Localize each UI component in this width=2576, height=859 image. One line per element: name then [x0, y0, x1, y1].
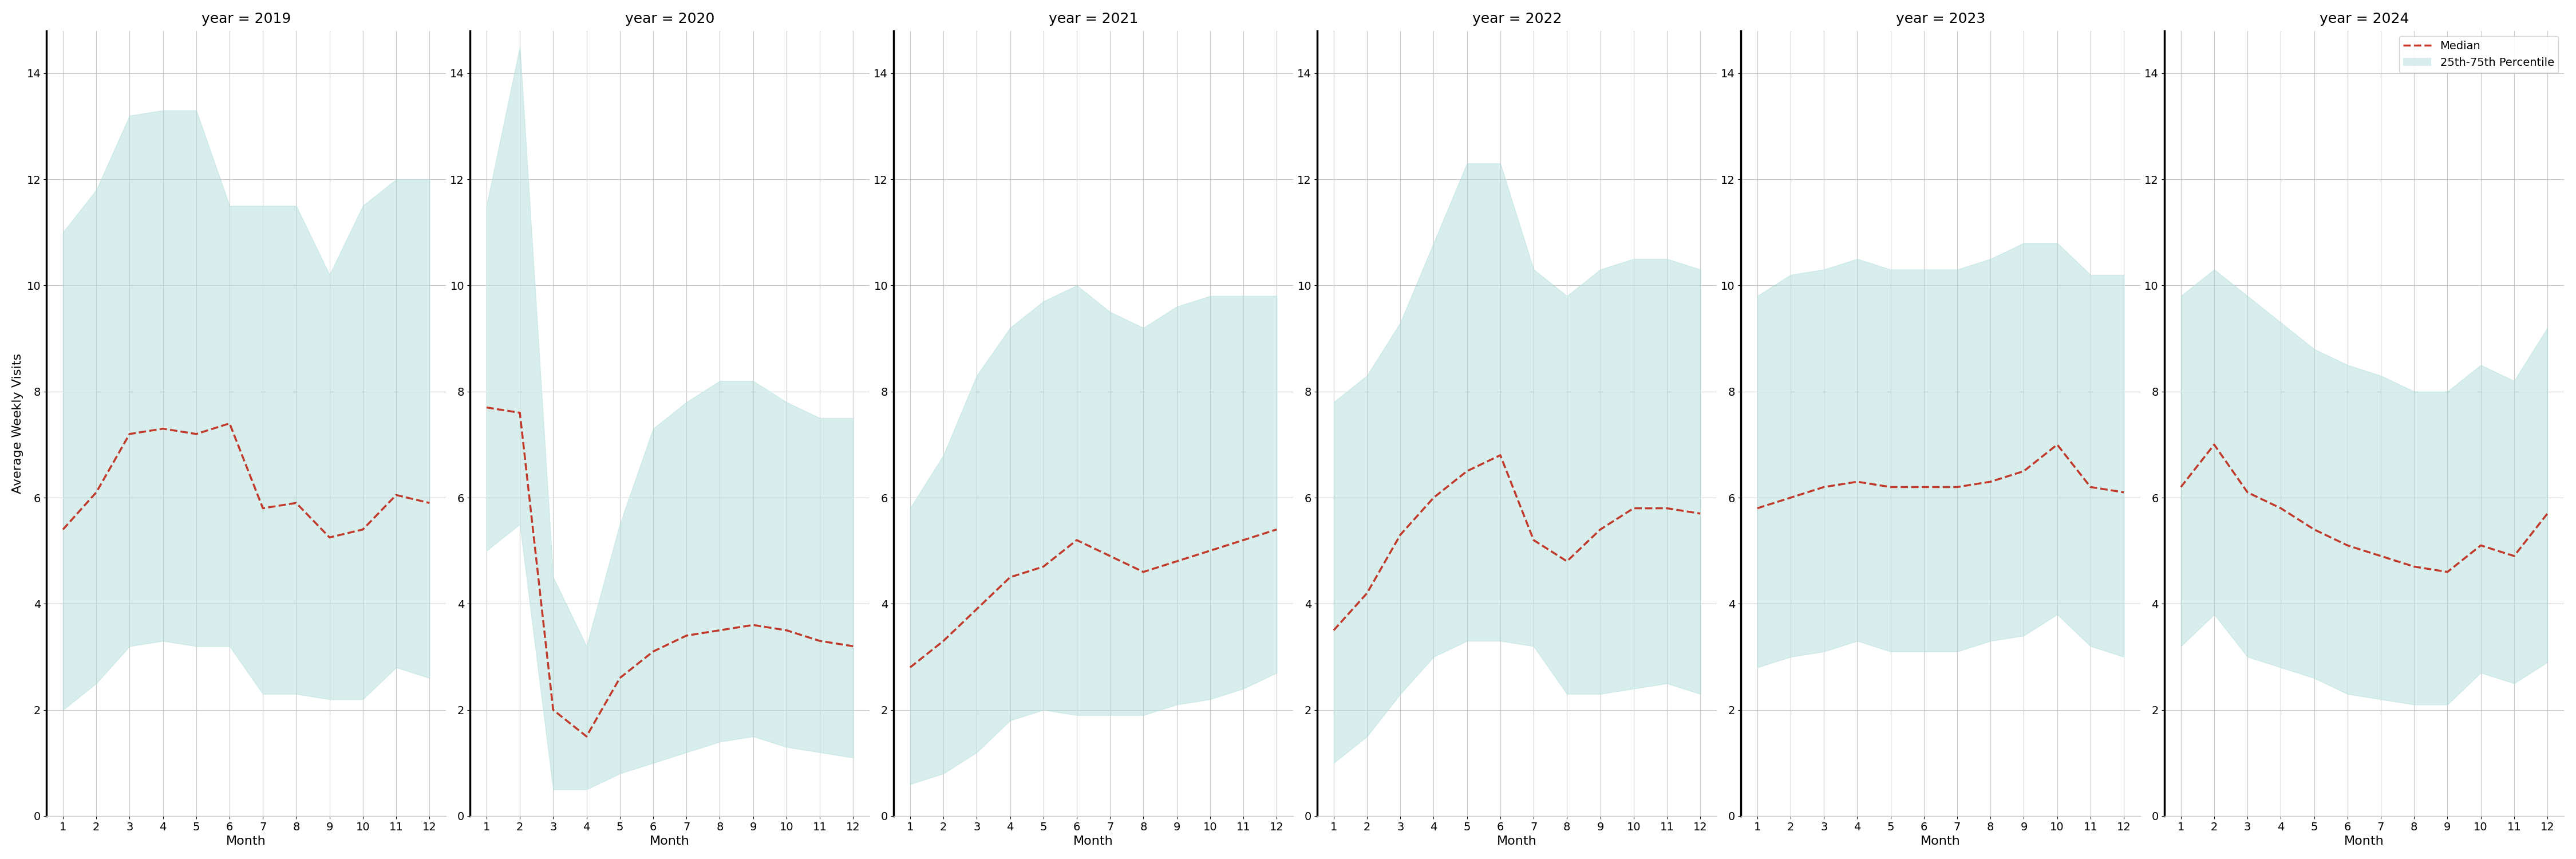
Line: Median: Median	[487, 407, 853, 736]
Line: Median: Median	[1757, 445, 2123, 509]
Median	[1584, 524, 1615, 534]
Line: Median: Median	[62, 423, 430, 538]
Median	[180, 429, 211, 439]
Line: Median: Median	[1334, 455, 1700, 631]
Median	[147, 423, 178, 434]
Median	[961, 604, 992, 614]
Median	[1419, 492, 1450, 503]
Median	[994, 572, 1025, 582]
Median	[1741, 503, 1772, 514]
Median	[113, 429, 144, 439]
Title: year = 2024: year = 2024	[2318, 12, 2409, 26]
Line: Median: Median	[2182, 445, 2548, 572]
Median	[1976, 477, 2007, 487]
Median	[1685, 509, 1716, 519]
Title: year = 2023: year = 2023	[1896, 12, 1986, 26]
Median	[381, 490, 412, 500]
Median	[639, 646, 670, 656]
Median	[2200, 440, 2231, 450]
Median	[572, 731, 603, 741]
Median	[1028, 562, 1059, 572]
Median	[471, 402, 502, 412]
Title: year = 2021: year = 2021	[1048, 12, 1139, 26]
Median	[2365, 551, 2396, 561]
Y-axis label: Average Weekly Visits: Average Weekly Visits	[13, 353, 23, 494]
Median	[927, 636, 958, 646]
Median	[1618, 503, 1649, 514]
Median	[1808, 482, 1839, 492]
Median	[1842, 477, 1873, 487]
Median	[1909, 482, 1940, 492]
X-axis label: Month: Month	[2344, 836, 2385, 847]
Line: Median: Median	[909, 529, 1278, 667]
Median	[2076, 482, 2107, 492]
Median	[703, 625, 734, 636]
Median	[2009, 466, 2040, 476]
Median	[1095, 551, 1126, 561]
X-axis label: Month: Month	[1497, 836, 1538, 847]
Median	[770, 625, 801, 636]
Median	[1775, 492, 1806, 503]
Median	[1319, 625, 1350, 636]
X-axis label: Month: Month	[1074, 836, 1113, 847]
X-axis label: Month: Month	[227, 836, 265, 847]
Median	[214, 418, 245, 429]
Median	[1551, 556, 1582, 566]
Median	[1352, 588, 1383, 599]
Median	[605, 673, 636, 683]
Median	[348, 524, 379, 534]
Median	[2298, 524, 2329, 534]
Median	[2499, 551, 2530, 561]
Median	[837, 641, 868, 651]
Median	[2264, 503, 2295, 514]
Median	[46, 524, 77, 534]
Median	[1128, 567, 1159, 577]
Median	[2532, 509, 2563, 519]
Median	[1229, 535, 1260, 545]
Median	[80, 487, 111, 497]
Title: year = 2020: year = 2020	[626, 12, 714, 26]
Median	[1484, 450, 1515, 460]
Median	[2398, 562, 2429, 572]
Median	[2107, 487, 2138, 497]
Median	[2043, 440, 2074, 450]
Median	[1262, 524, 1293, 534]
Median	[1162, 556, 1193, 566]
Median	[670, 631, 701, 641]
Median	[2465, 540, 2496, 551]
Median	[1517, 535, 1548, 545]
Median	[1651, 503, 1682, 514]
Median	[1942, 482, 1973, 492]
Median	[505, 408, 536, 418]
Median	[2166, 482, 2197, 492]
Median	[314, 533, 345, 543]
Title: year = 2019: year = 2019	[201, 12, 291, 26]
Median	[2331, 540, 2362, 551]
Median	[737, 620, 768, 631]
X-axis label: Month: Month	[649, 836, 690, 847]
Median	[1195, 545, 1226, 556]
Median	[281, 498, 312, 509]
Median	[415, 498, 446, 509]
Median	[1450, 466, 1481, 476]
Median	[1875, 482, 1906, 492]
Title: year = 2022: year = 2022	[1471, 12, 1561, 26]
Median	[894, 662, 925, 673]
Median	[804, 636, 835, 646]
Median	[1386, 530, 1417, 540]
X-axis label: Month: Month	[1922, 836, 1960, 847]
Median	[1061, 535, 1092, 545]
Median	[2231, 487, 2262, 497]
Median	[2432, 567, 2463, 577]
Legend: Median, 25th-75th Percentile: Median, 25th-75th Percentile	[2398, 36, 2558, 72]
Median	[247, 503, 278, 514]
Median	[538, 704, 569, 715]
